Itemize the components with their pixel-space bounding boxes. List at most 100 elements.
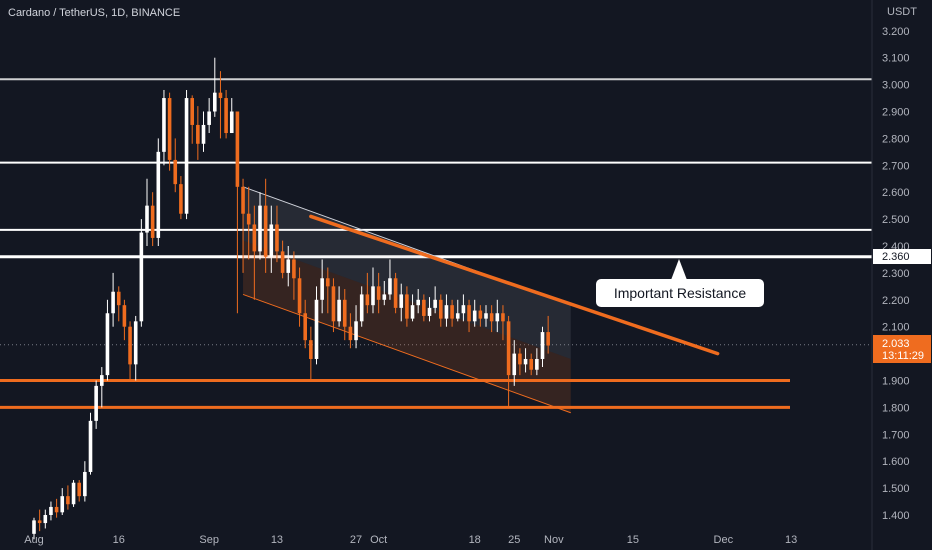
candle: [455, 299, 460, 322]
candle: [100, 367, 104, 408]
candle: [399, 283, 404, 322]
candle: [512, 340, 517, 386]
candle: [365, 272, 370, 314]
time-tick-label: Aug: [24, 534, 44, 546]
candle-body: [320, 278, 324, 300]
candle: [359, 286, 364, 327]
candle-body: [501, 313, 505, 322]
price-tick-label: 2.200: [882, 295, 910, 307]
candle-body: [241, 186, 245, 214]
candle-body: [179, 184, 183, 214]
candle-body: [156, 151, 161, 238]
candle-body: [297, 278, 302, 314]
candle-body: [133, 321, 138, 365]
candle: [224, 89, 228, 139]
candle-body: [540, 332, 545, 359]
candle: [162, 89, 166, 166]
resistance-trendline-group: [309, 214, 720, 356]
candle-body: [388, 278, 392, 295]
candle: [309, 326, 313, 381]
price-tick-label: 3.200: [882, 26, 910, 38]
price-tick-label: 2.100: [882, 322, 910, 334]
candle-body: [116, 291, 121, 306]
candle-body: [218, 92, 223, 99]
price-tick-label: 1.800: [882, 402, 910, 414]
candle: [461, 294, 466, 322]
candle-body: [122, 305, 127, 327]
candle-body: [150, 205, 155, 238]
candle-body: [337, 299, 341, 322]
last-price-badge: 2.033 13:11:29: [873, 335, 931, 363]
candle-body: [523, 358, 528, 365]
time-tick-label: Dec: [714, 534, 734, 546]
candle: [258, 192, 262, 260]
candle: [167, 92, 172, 171]
candle: [348, 313, 353, 349]
time-axis[interactable]: Aug 16 Sep 13 27 Oct 18 25 Nov 15 Dec 13: [24, 534, 797, 546]
price-tick-label: 3.000: [882, 80, 910, 92]
candle-body: [546, 332, 550, 346]
candle: [388, 259, 392, 300]
candle: [540, 326, 545, 368]
candle-body: [280, 251, 285, 273]
candle: [297, 267, 302, 327]
candle-body: [83, 471, 87, 497]
candle: [523, 348, 528, 373]
candle-body: [399, 294, 404, 308]
candle-body: [105, 313, 110, 376]
candle-body: [376, 286, 381, 300]
candle: [229, 98, 234, 134]
candle-body: [49, 506, 53, 515]
candle: [495, 299, 500, 333]
candle: [150, 192, 155, 246]
callout-label: Important Resistance: [614, 285, 746, 301]
candle-body: [111, 291, 115, 314]
candle-body: [77, 482, 81, 497]
candle-body: [348, 326, 353, 341]
candle-body: [100, 375, 104, 386]
candle-body: [252, 224, 257, 252]
candle-body: [467, 305, 471, 322]
candle-body: [292, 259, 296, 279]
time-tick-label: 13: [271, 534, 283, 546]
candle-body: [66, 496, 70, 505]
candle: [263, 178, 268, 273]
candle: [331, 278, 336, 333]
candle-body: [162, 98, 166, 152]
candle-body: [213, 92, 217, 112]
candle: [371, 267, 375, 314]
candle: [422, 294, 426, 322]
candle-body: [309, 340, 313, 359]
candle: [529, 353, 533, 376]
candle: [201, 111, 206, 152]
candle: [190, 95, 194, 144]
candle-body: [478, 310, 483, 319]
candle-body: [269, 224, 274, 257]
candle-body: [354, 321, 358, 341]
price-tick-label: 2.500: [882, 214, 910, 226]
candle: [489, 305, 494, 333]
candle-body: [184, 98, 189, 214]
time-tick-label: 13: [785, 534, 797, 546]
candle: [32, 517, 36, 540]
candle-body: [472, 310, 477, 322]
candle-body: [326, 278, 330, 287]
candle: [506, 315, 511, 408]
candle-body: [43, 515, 48, 524]
candle-body: [258, 205, 262, 252]
candle: [207, 98, 211, 134]
candle-body: [314, 299, 319, 359]
candle-body: [32, 520, 36, 534]
candle-body: [461, 305, 466, 314]
candle: [94, 380, 98, 429]
candle: [83, 461, 87, 502]
candle: [286, 246, 291, 287]
candle-body: [444, 305, 449, 319]
candle: [71, 480, 76, 507]
candle-body: [94, 385, 98, 421]
candle: [269, 205, 274, 273]
candle: [410, 294, 415, 322]
candle: [184, 89, 189, 220]
candle: [280, 240, 285, 279]
